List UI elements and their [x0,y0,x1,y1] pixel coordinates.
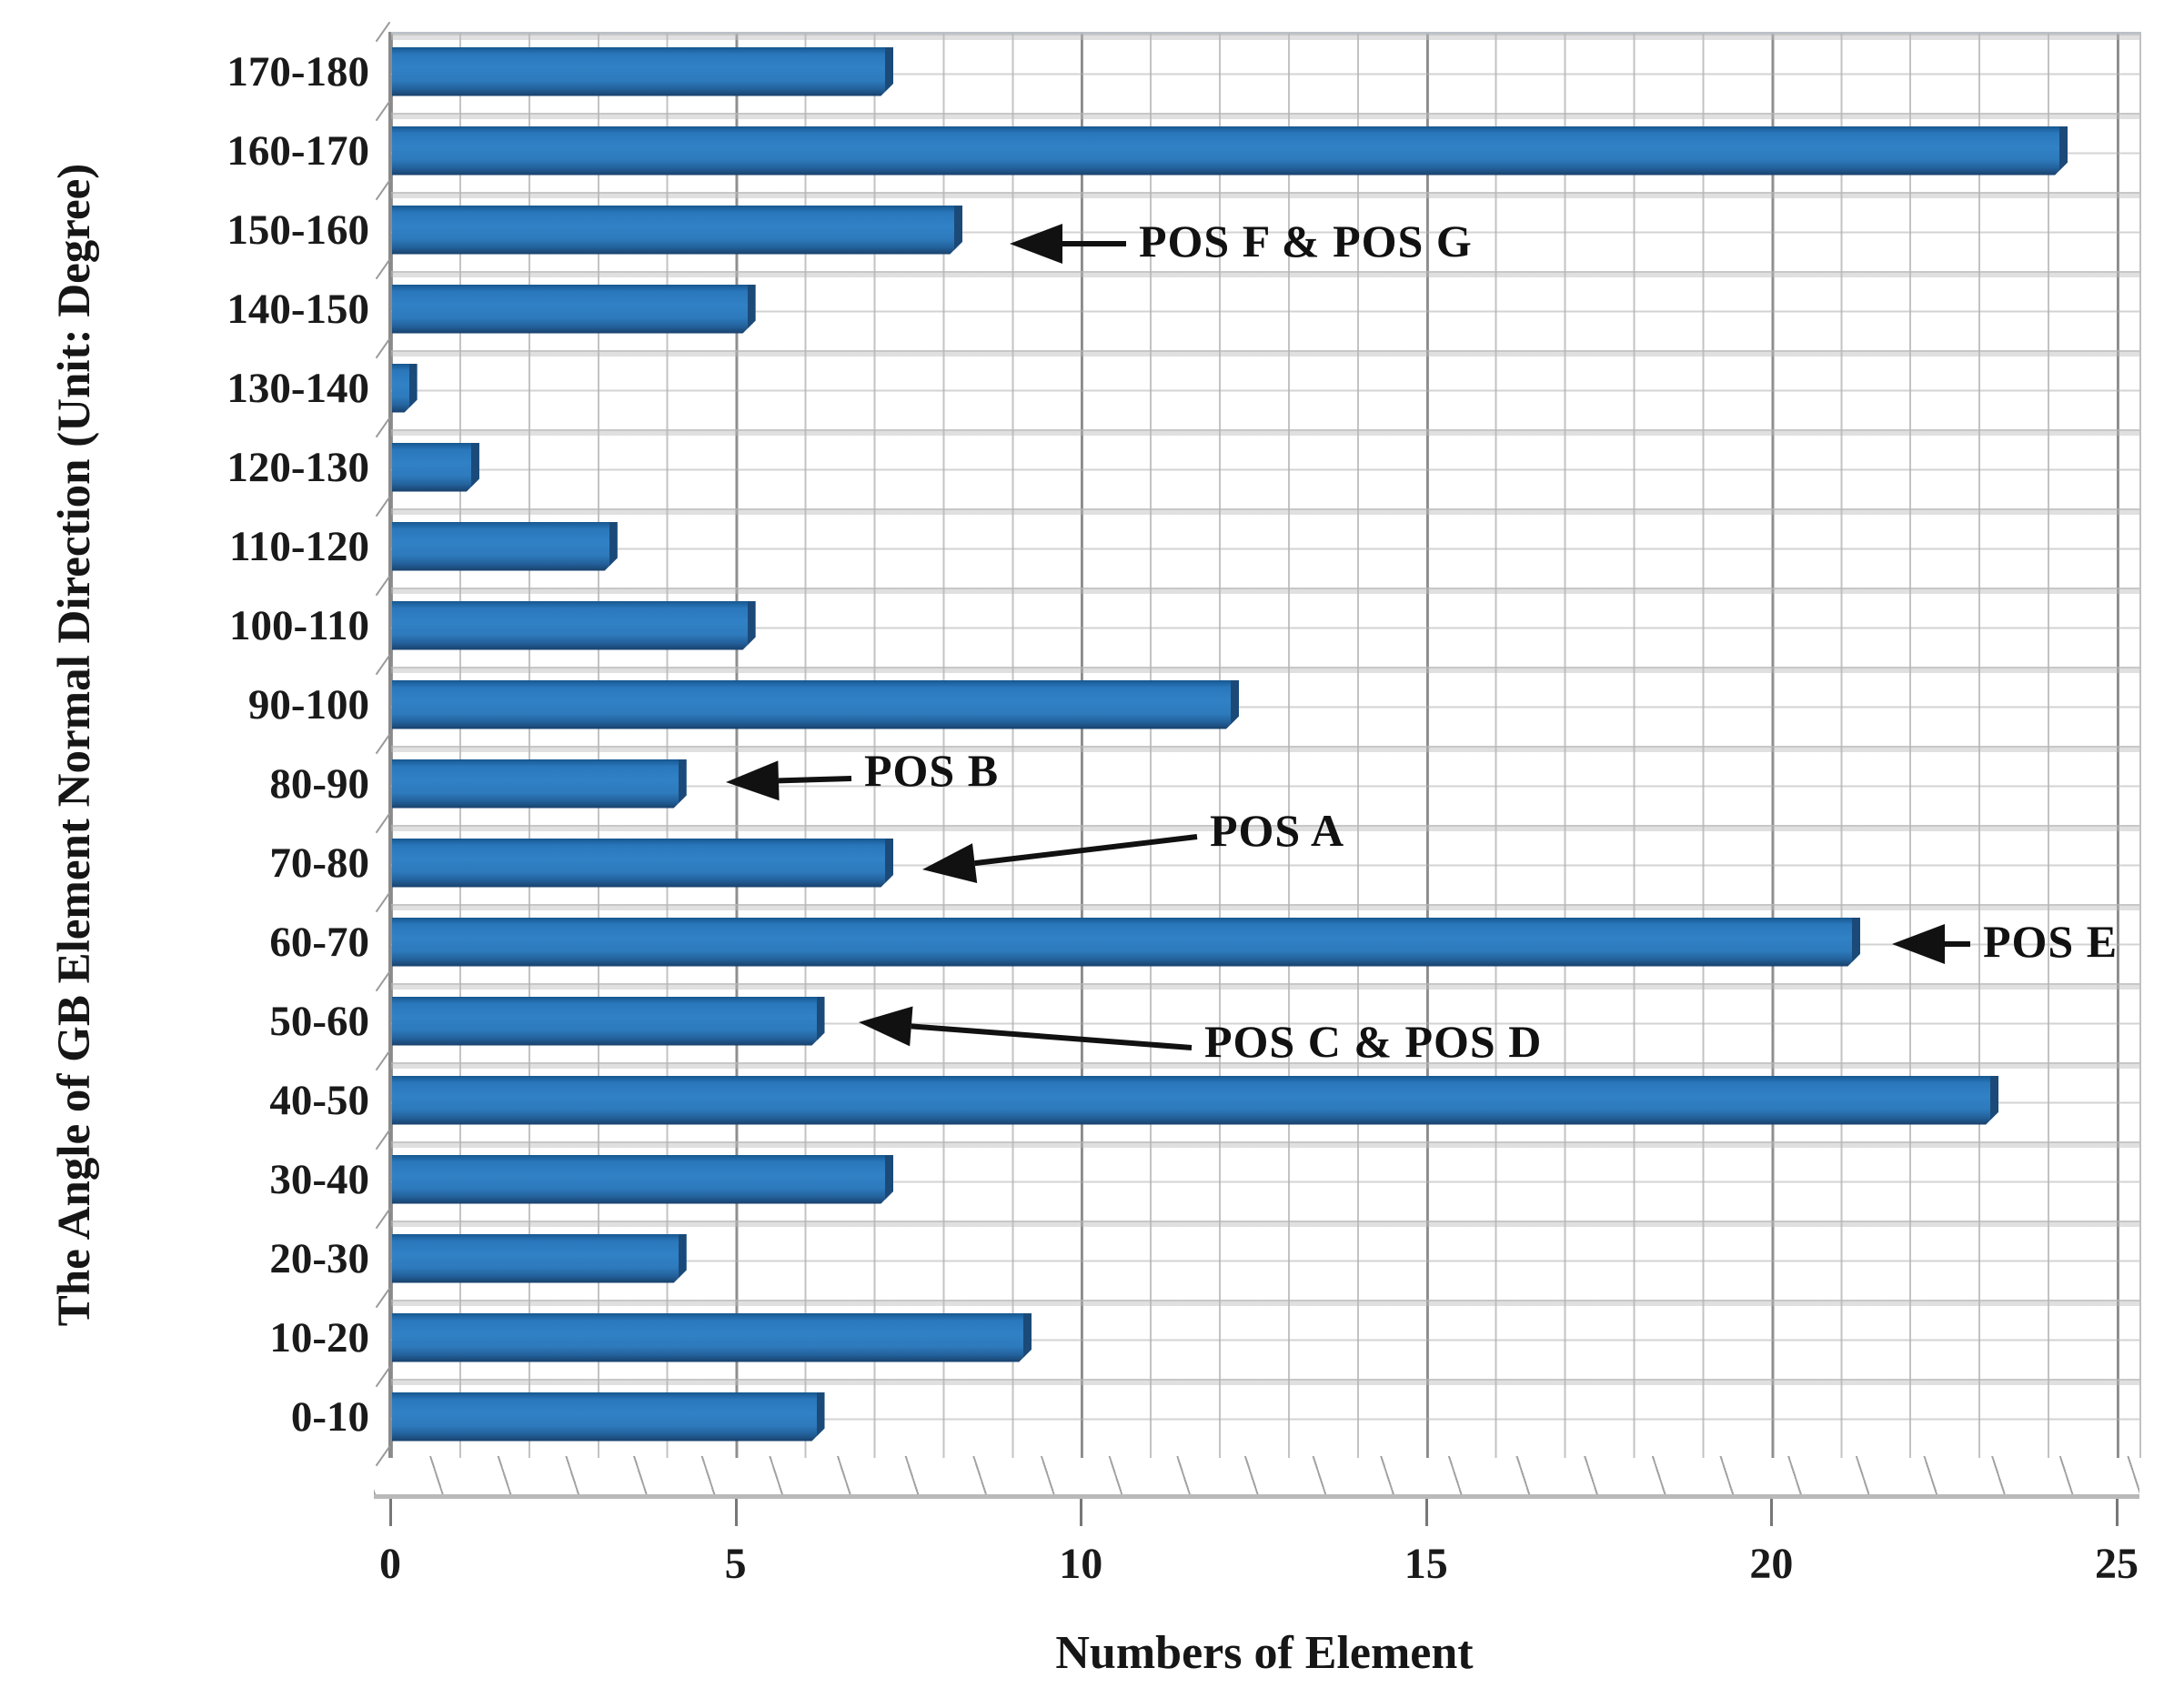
plot-area [390,32,2141,1458]
bar-0-10 [392,1392,825,1442]
x-tick-label-5: 5 [724,1540,747,1588]
bar-40-50 [392,1076,1998,1125]
annotation-label-70-80: POS A [1210,805,1345,856]
bar-10-20 [392,1313,1032,1362]
bar-90-100 [392,680,1239,729]
y-tick-label-160-170: 160-170 [226,126,369,175]
annotation-label-50-60: POS C & POS D [1204,1016,1543,1067]
bar-170-180 [392,47,893,96]
bar-120-130 [392,443,479,492]
y-tick-label-30-40: 30-40 [269,1155,369,1203]
bar-50-60 [392,997,825,1046]
x-axis-tick [734,1499,738,1526]
bar-70-80 [392,839,893,888]
x-axis-tick [2116,1499,2119,1526]
y-tick-label-0-10: 0-10 [290,1392,369,1441]
bar-160-170 [392,126,2068,176]
x-tick-label-0: 0 [379,1540,401,1588]
y-tick-label-80-90: 80-90 [269,759,369,808]
y-tick-label-60-70: 60-70 [269,918,369,966]
x-tick-label-25: 25 [2095,1540,2139,1588]
y-tick-label-130-140: 130-140 [226,364,369,412]
x-axis-title: Numbers of Element [1055,1627,1474,1679]
y-axis-title: The Angle of GB Element Normal Direction… [49,163,100,1327]
y-tick-label-120-130: 120-130 [226,443,369,491]
y-tick-label-70-80: 70-80 [269,839,369,887]
y-tick-label-10-20: 10-20 [269,1313,369,1361]
bar-100-110 [392,601,756,650]
bar-60-70 [392,918,1860,967]
x-axis-tick [1080,1499,1083,1526]
annotation-label-60-70: POS E [1983,916,2119,967]
x-axis-tick [1424,1499,1428,1526]
y-tick-label-90-100: 90-100 [247,680,369,728]
y-tick-label-110-120: 110-120 [228,522,369,570]
bar-150-160 [392,206,962,255]
x-axis-tick [1770,1499,1774,1526]
y-axis-line [388,32,391,1458]
y-tick-label-40-50: 40-50 [269,1076,369,1124]
y-tick-label-150-160: 150-160 [226,206,369,254]
x-axis-tick [389,1499,392,1526]
bar-20-30 [392,1234,687,1283]
x-tick-label-10: 10 [1059,1540,1103,1588]
annotation-label-80-90: POS B [864,745,1000,796]
bar-140-150 [392,285,756,334]
y-tick-label-170-180: 170-180 [226,47,369,95]
x-tick-label-15: 15 [1404,1540,1448,1588]
bar-110-120 [392,522,618,571]
y-tick-label-100-110: 100-110 [228,601,369,649]
y-tick-label-20-30: 20-30 [269,1234,369,1282]
x-axis-3d-floor [374,1456,2139,1499]
x-tick-label-20: 20 [1749,1540,1794,1588]
annotation-label-150-160: POS F & POS G [1139,216,1473,266]
bar-30-40 [392,1155,893,1204]
bar-80-90 [392,759,687,809]
y-tick-label-50-60: 50-60 [269,997,369,1045]
y-tick-label-140-150: 140-150 [226,285,369,333]
